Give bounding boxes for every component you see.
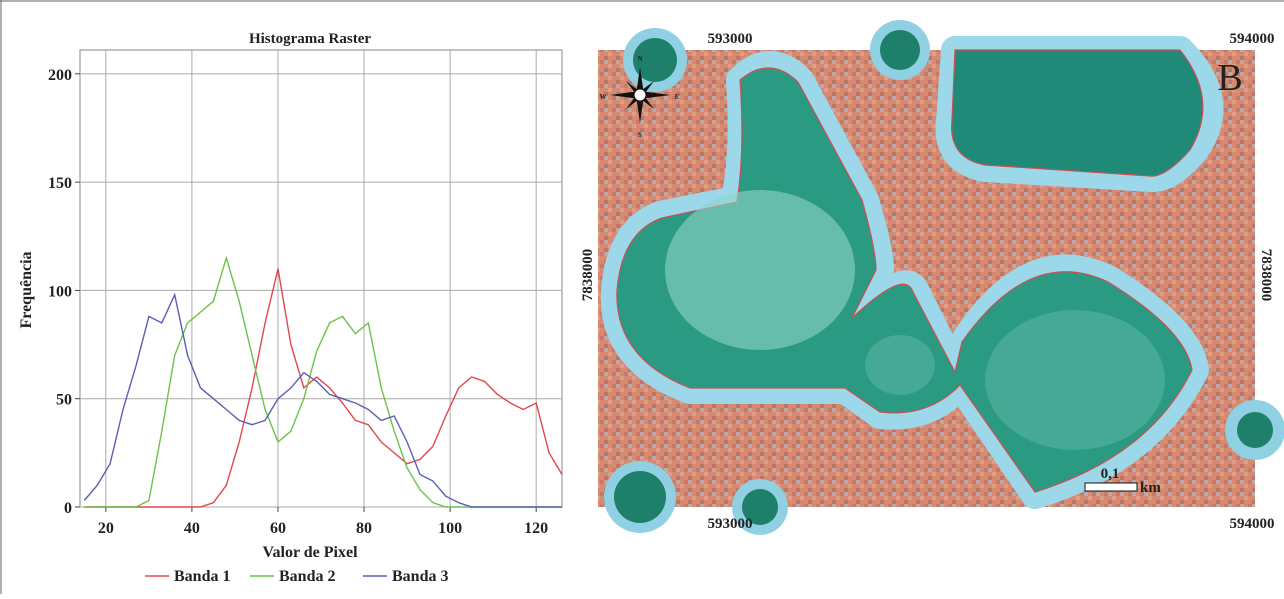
map-coord-label: 594000 (1230, 31, 1275, 47)
map-coord-label: 7838000 (1258, 249, 1274, 302)
series-line (83, 292, 562, 508)
pond (633, 38, 677, 82)
pond (742, 489, 778, 525)
compass (610, 67, 670, 123)
map-coord-label: 7838000 (580, 249, 596, 302)
x-tick-label: 40 (184, 520, 200, 537)
x-tick-label: 20 (98, 520, 114, 537)
series-line (84, 268, 563, 508)
scale-bar (1084, 482, 1138, 492)
x-tick-label: 60 (270, 520, 286, 537)
scale-unit: km (1140, 480, 1161, 496)
histogram: Histograma Raster A Valor de Pixel Frequ… (18, 31, 563, 585)
y-tick-label: 100 (48, 283, 72, 300)
map-coord-label: 594000 (1230, 516, 1275, 532)
y-tick-label: 50 (56, 392, 72, 409)
y-tick-label: 200 (48, 67, 72, 84)
plot-area (79, 49, 563, 508)
x-tick-label: 80 (356, 520, 372, 537)
legend-label: Banda 1 (174, 568, 230, 585)
map-panel: 593000 594000 593000 594000 7838000 7838000 B N… (580, 20, 1284, 535)
pond (880, 30, 920, 70)
panel-label: B (1217, 57, 1242, 99)
y-tick-label: 150 (48, 175, 72, 192)
shallows (865, 335, 935, 395)
y-tick-label: 0 (64, 500, 72, 517)
chart-title: Histograma Raster (249, 31, 371, 47)
shallows (665, 190, 855, 350)
scale-value: 0,1 (1101, 466, 1120, 482)
shallows (985, 310, 1165, 450)
compass-letter: W (600, 93, 607, 101)
x-tick-label: 100 (438, 520, 462, 537)
compass-letter: N (637, 55, 642, 63)
legend-label: Banda 2 (279, 568, 335, 585)
pond (1237, 412, 1273, 448)
x-axis-label: Valor de Pixel (262, 544, 358, 561)
pond (614, 471, 666, 523)
compass-letter: S (638, 131, 642, 139)
y-axis-label: Frequência (18, 251, 35, 328)
map-coord-label: 593000 (708, 516, 753, 532)
compass-letter: E (675, 93, 680, 101)
x-tick-label: 120 (524, 520, 548, 537)
legend-label: Banda 3 (392, 568, 448, 585)
map-coord-label: 593000 (708, 31, 753, 47)
